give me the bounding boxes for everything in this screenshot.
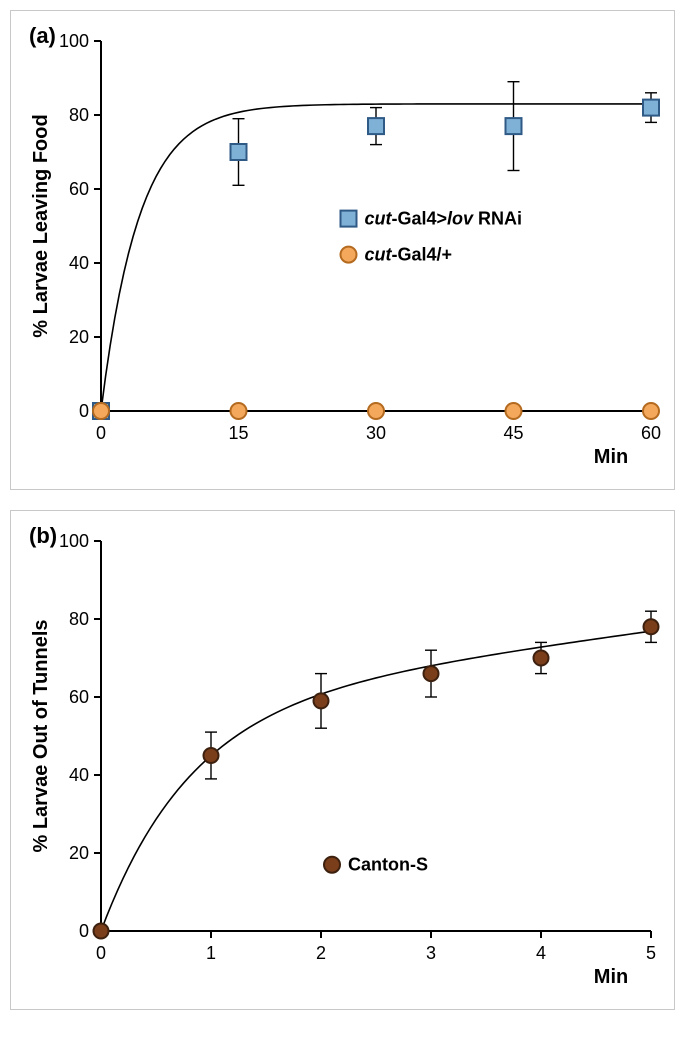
marker-b xyxy=(534,651,549,666)
x-axis-title-a: Min xyxy=(594,446,628,468)
svg-text:45: 45 xyxy=(503,423,523,443)
chart-a: (a) 0 20 40 60 80 100 0 15 30 45 60 % Larvae Leav… xyxy=(11,11,676,491)
panel-b: (b) 0 20 40 60 80 100 0 1 2 3 4 5 % Larvae Out of … xyxy=(10,510,675,1010)
marker-b xyxy=(314,693,329,708)
svg-text:2: 2 xyxy=(316,943,326,963)
svg-text:cut-Gal4>lov RNAi: cut-Gal4>lov RNAi xyxy=(365,209,523,229)
marker-b xyxy=(424,666,439,681)
svg-text:cut-Gal4/+: cut-Gal4/+ xyxy=(365,245,453,265)
x-axis-title-b: Min xyxy=(594,966,628,988)
svg-text:100: 100 xyxy=(59,31,89,51)
svg-text:60: 60 xyxy=(641,423,661,443)
marker-a1 xyxy=(93,403,109,419)
svg-text:60: 60 xyxy=(69,687,89,707)
panel-a-label: (a) xyxy=(29,23,56,48)
y-axis-title-b: % Larvae Out of Tunnels xyxy=(30,620,52,853)
svg-text:4: 4 xyxy=(536,943,546,963)
chart-b: (b) 0 20 40 60 80 100 0 1 2 3 4 5 % Larvae Out of … xyxy=(11,511,676,1011)
panel-b-label: (b) xyxy=(29,523,57,548)
marker-b xyxy=(94,924,109,939)
fit-curve-b1 xyxy=(101,631,651,931)
panel-a: (a) 0 20 40 60 80 100 0 15 30 45 60 % Larvae Leav… xyxy=(10,10,675,490)
plot-area-a: 0 20 40 60 80 100 0 15 30 45 60 % Larvae Leaving … xyxy=(30,31,661,468)
svg-text:Canton-S: Canton-S xyxy=(348,855,428,875)
svg-text:100: 100 xyxy=(59,531,89,551)
legend-b: Canton-S xyxy=(324,855,428,875)
marker-a1 xyxy=(368,403,384,419)
marker-b xyxy=(204,748,219,763)
marker-a0 xyxy=(368,118,384,134)
marker-b xyxy=(644,619,659,634)
svg-text:20: 20 xyxy=(69,327,89,347)
svg-text:0: 0 xyxy=(79,921,89,941)
marker-a1 xyxy=(643,403,659,419)
svg-text:20: 20 xyxy=(69,843,89,863)
svg-text:0: 0 xyxy=(79,401,89,421)
svg-text:5: 5 xyxy=(646,943,656,963)
y-axis-title-a: % Larvae Leaving Food xyxy=(30,114,52,337)
svg-text:1: 1 xyxy=(206,943,216,963)
marker-a1 xyxy=(506,403,522,419)
svg-text:40: 40 xyxy=(69,765,89,785)
svg-text:0: 0 xyxy=(96,423,106,443)
legend-a: cut-Gal4>lov RNAi cut-Gal4/+ xyxy=(341,209,523,265)
svg-text:60: 60 xyxy=(69,179,89,199)
marker-a1 xyxy=(231,403,247,419)
plot-area-b: 0 20 40 60 80 100 0 1 2 3 4 5 % Larvae Out of Tunn… xyxy=(30,531,659,988)
marker-a0 xyxy=(506,118,522,134)
svg-text:80: 80 xyxy=(69,609,89,629)
svg-text:3: 3 xyxy=(426,943,436,963)
svg-text:0: 0 xyxy=(96,943,106,963)
marker-a0 xyxy=(643,100,659,116)
svg-text:15: 15 xyxy=(228,423,248,443)
svg-text:80: 80 xyxy=(69,105,89,125)
marker-a0 xyxy=(231,144,247,160)
svg-text:30: 30 xyxy=(366,423,386,443)
svg-text:40: 40 xyxy=(69,253,89,273)
